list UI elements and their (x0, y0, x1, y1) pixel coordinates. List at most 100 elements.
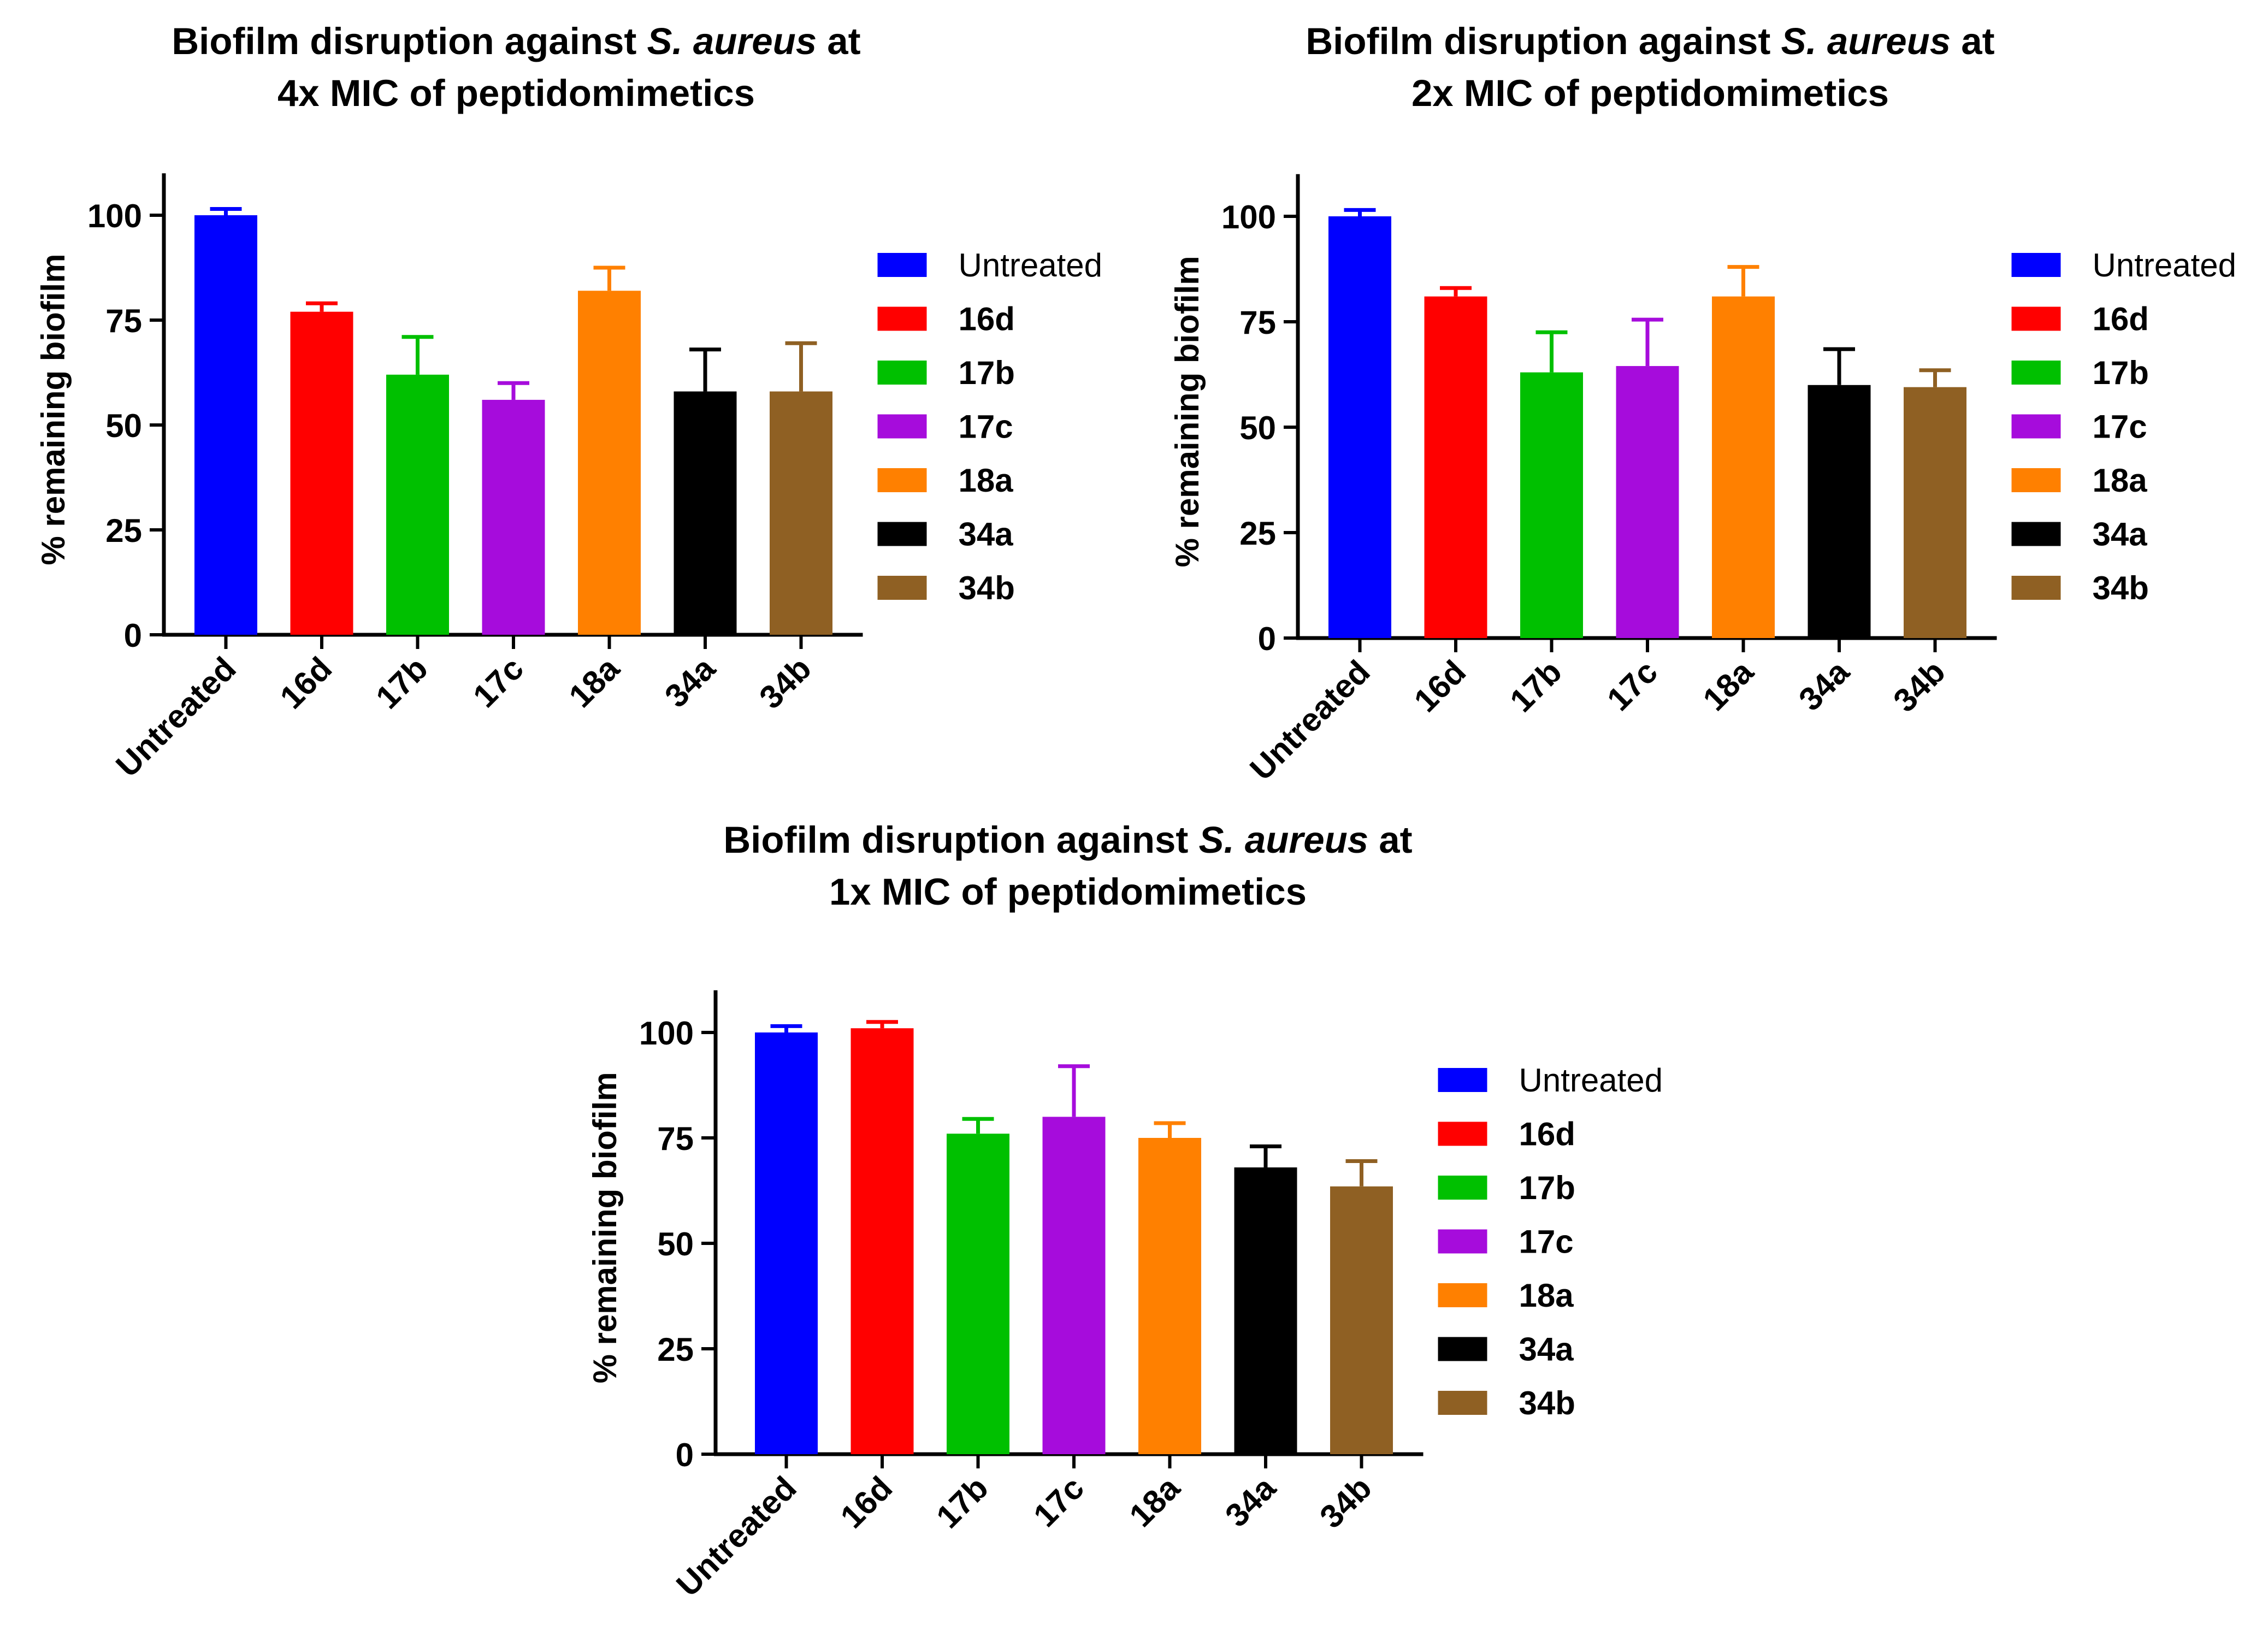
legend-label-18a: 18a (959, 462, 1014, 499)
legend-label-16d: 16d (2093, 301, 2149, 338)
legend-swatch-34a (2011, 522, 2061, 546)
legend-label-17c: 17c (1519, 1224, 1574, 1260)
x-tick-label: 17c (466, 650, 530, 715)
legend-swatch-Untreated (2011, 253, 2061, 277)
x-tick-label: 34b (752, 650, 818, 716)
title-line1-suffix: at (1368, 819, 1413, 861)
legend-swatch-16d (1438, 1122, 1487, 1146)
y-tick-label: 50 (1239, 410, 1276, 446)
legend-label-34b: 34b (1519, 1385, 1575, 1421)
bar-Untreated (755, 1032, 818, 1454)
legend-label-Untreated: Untreated (2093, 247, 2237, 284)
x-tick-label: 34a (1792, 653, 1857, 718)
bar-17b (947, 1134, 1009, 1454)
legend-label-17b: 17b (959, 355, 1015, 391)
legend-label-16d: 16d (959, 301, 1015, 338)
bar-17b (386, 374, 449, 635)
legend-label-34b: 34b (2093, 570, 2149, 606)
y-tick-label: 50 (105, 408, 142, 444)
bar-17c (1616, 366, 1679, 638)
x-tick-label: 34b (1886, 653, 1952, 719)
x-tick-label: 16d (1407, 653, 1473, 719)
legend-swatch-17c (2011, 414, 2061, 439)
x-tick-label: Untreated (109, 650, 243, 784)
legend-swatch-34b (1438, 1391, 1487, 1415)
title-species: S. aureus (647, 20, 817, 62)
bar-34a (674, 391, 737, 635)
y-tick-label: 0 (1258, 621, 1276, 657)
legend-swatch-16d (877, 306, 927, 331)
bar-34b (770, 391, 832, 635)
title-line2: 2x MIC of peptidomimetics (1411, 72, 1889, 114)
bar-18a (578, 291, 641, 635)
x-tick-label: 16d (834, 1469, 899, 1535)
bar-Untreated (1328, 216, 1391, 638)
title-line2: 1x MIC of peptidomimetics (829, 871, 1307, 913)
legend-label-34a: 34a (2093, 516, 2148, 553)
y-axis-title: % remaining biofilm (587, 1072, 623, 1383)
x-tick-label: 18a (562, 650, 627, 715)
title-line1-suffix: at (817, 20, 861, 62)
bar-34a (1808, 385, 1871, 638)
y-tick-label: 50 (657, 1226, 694, 1262)
legend-swatch-17b (877, 361, 927, 385)
legend-swatch-18a (2011, 468, 2061, 492)
y-tick-label: 25 (1239, 515, 1276, 552)
y-tick-label: 0 (676, 1437, 694, 1473)
legend-label-Untreated: Untreated (959, 247, 1103, 284)
legend-swatch-17c (1438, 1229, 1487, 1254)
legend-swatch-18a (877, 468, 927, 492)
y-tick-label: 100 (87, 198, 142, 234)
bar-chart-1x: 0 25 50 75 100 % remaining biofilm Untreated 16… (587, 990, 1663, 1603)
bar-16d (850, 1028, 914, 1454)
legend-label-18a: 18a (1519, 1277, 1574, 1314)
x-tick-label: 17b (1503, 653, 1568, 719)
x-tick-label: 18a (1696, 653, 1761, 718)
chart-title: Biofilm disruption against S. aureus at … (1134, 15, 2166, 119)
legend-label-Untreated: Untreated (1519, 1062, 1663, 1099)
legend-swatch-Untreated (1438, 1068, 1487, 1092)
bar-34b (1330, 1186, 1393, 1454)
x-tick-label: 34b (1313, 1469, 1378, 1535)
title-line2: 4x MIC of peptidomimetics (277, 72, 755, 114)
legend-label-16d: 16d (1519, 1116, 1575, 1153)
x-tick-label: Untreated (669, 1469, 803, 1603)
y-axis-title: % remaining biofilm (1169, 256, 1206, 567)
x-tick-label: 34a (658, 650, 723, 715)
bar-18a (1138, 1138, 1201, 1454)
legend-swatch-34a (877, 522, 927, 546)
y-tick-label: 75 (105, 303, 142, 339)
bar-16d (1424, 296, 1487, 638)
legend-label-17c: 17c (2093, 409, 2147, 445)
x-tick-label: 17c (1026, 1469, 1091, 1534)
y-tick-label: 100 (639, 1015, 694, 1052)
legend-label-17b: 17b (1519, 1170, 1575, 1206)
chart-title: Biofilm disruption against S. aureus at … (552, 814, 1584, 918)
y-tick-label: 100 (1221, 199, 1276, 235)
title-line1-prefix: Biofilm disruption against (172, 20, 647, 62)
bar-34b (1904, 387, 1966, 638)
legend-swatch-17b (1438, 1176, 1487, 1200)
x-tick-label: 18a (1123, 1469, 1188, 1534)
legend-swatch-34a (1438, 1337, 1487, 1361)
chart-panel-2x: Biofilm disruption against S. aureus at … (1134, 0, 2268, 798)
y-axis-title: % remaining biofilm (35, 254, 72, 565)
bar-chart-2x: 0 25 50 75 100 % remaining biofilm Untreated 16… (1169, 174, 2237, 787)
y-tick-label: 0 (124, 617, 142, 654)
x-tick-label: Untreated (1243, 653, 1377, 787)
chart-panel-4x: Biofilm disruption against S. aureus at … (0, 0, 1134, 798)
legend-label-34a: 34a (959, 516, 1014, 553)
chart-title: Biofilm disruption against S. aureus at … (0, 15, 1032, 119)
bar-16d (290, 311, 353, 635)
legend-label-17b: 17b (2093, 355, 2149, 391)
bar-17c (1042, 1117, 1106, 1454)
legend-swatch-16d (2011, 306, 2061, 331)
title-species: S. aureus (1781, 20, 1951, 62)
legend-swatch-17c (877, 414, 927, 439)
bar-Untreated (194, 215, 257, 635)
legend-swatch-17b (2011, 361, 2061, 385)
y-tick-label: 25 (657, 1331, 694, 1368)
legend-swatch-18a (1438, 1283, 1487, 1307)
bar-chart-4x: 0 25 50 75 100 % remaining biofilm Untreated 16… (35, 173, 1103, 784)
y-tick-label: 75 (1239, 304, 1276, 341)
